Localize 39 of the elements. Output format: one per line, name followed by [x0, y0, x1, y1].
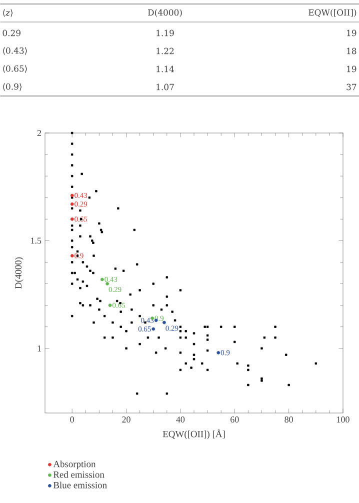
point: [70, 217, 74, 221]
point: [70, 254, 74, 258]
text: EQW([OII]): [308, 9, 356, 17]
text: 18: [347, 48, 356, 54]
y-tick-label: 1: [38, 345, 41, 352]
text: D(4000): [148, 9, 182, 17]
text: 1.14: [156, 66, 174, 72]
x-tick-label: 20: [122, 416, 130, 423]
legend-label: Blue emission: [53, 482, 107, 488]
x-tick-label: 40: [176, 416, 185, 423]
text: 1.07: [156, 84, 174, 90]
point: [70, 202, 74, 206]
text: ⟨0.43⟩: [2, 47, 27, 55]
point: [70, 194, 74, 198]
text: 37: [346, 84, 356, 90]
y-tick-label: 2: [37, 130, 41, 136]
point: [216, 350, 220, 354]
point: [106, 282, 110, 286]
text: 19: [347, 30, 356, 36]
x-tick-label: 100: [337, 416, 350, 423]
x-axis-title: EQW([OII]) [Å]: [162, 429, 225, 440]
point: [162, 320, 166, 324]
legend-label: Absorption: [53, 460, 96, 470]
text: ⟨z⟩: [2, 9, 13, 17]
text: 1.22: [156, 48, 174, 54]
text: 1.19: [156, 30, 174, 36]
y-axis-title: D(4000): [14, 257, 24, 289]
x-tick-label: 80: [284, 416, 293, 423]
text: ⟨0.9⟩: [2, 83, 22, 91]
point: [100, 278, 104, 282]
point: [108, 304, 112, 307]
text: 19: [347, 66, 356, 72]
legend-label: Red emission: [53, 471, 104, 478]
x-tick-label: 60: [230, 416, 239, 423]
point: [152, 327, 156, 331]
x-tick-label: 0: [70, 416, 74, 423]
y-tick-label: 1.5: [31, 238, 42, 244]
text: 0.29: [2, 30, 20, 36]
text: ⟨0.65⟩: [2, 65, 27, 73]
